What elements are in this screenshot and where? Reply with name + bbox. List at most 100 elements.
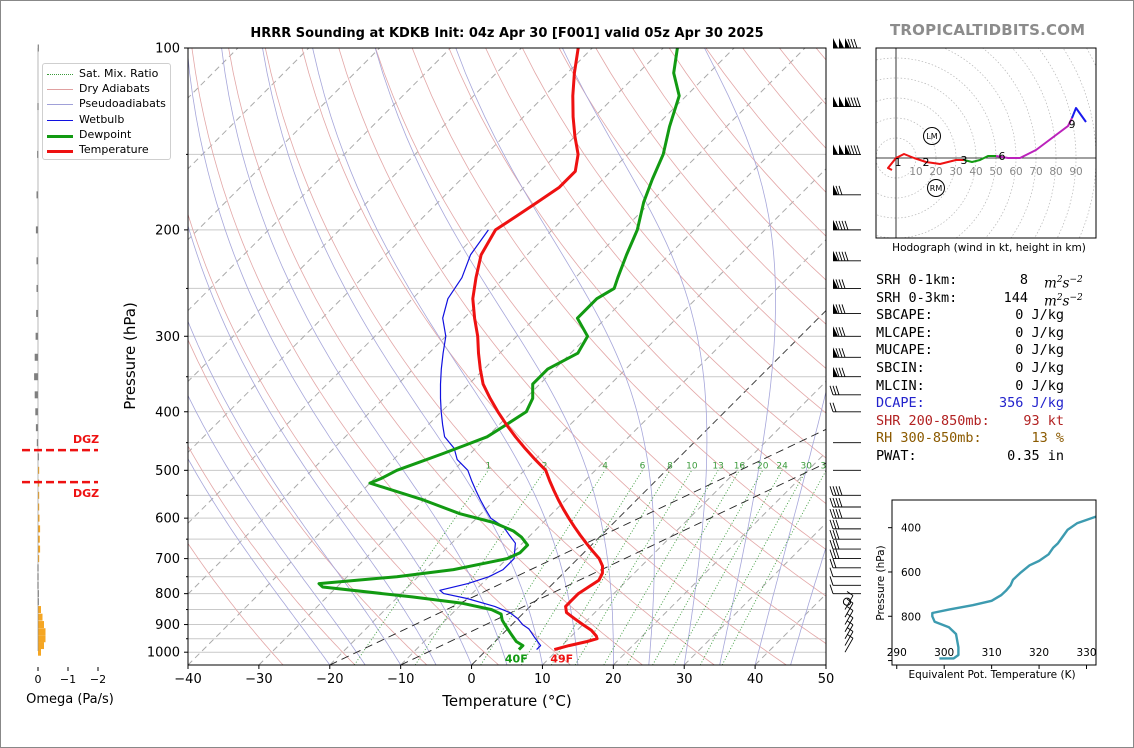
param-value: 0 J/kg [1015,342,1064,359]
omega-bar [36,191,38,199]
param-value: 356 J/kg [998,395,1064,412]
barb-tick [856,145,861,155]
barb-tick [835,185,840,195]
theta-e-axis-title: Equivalent Pot. Temperature (K) [908,669,1075,681]
barb-tick [838,497,843,508]
barb-flag [833,326,838,337]
barb-tick [829,558,834,568]
storm-motion-marker [923,127,941,145]
legend-swatch [47,104,73,106]
theta-e-y-tick-label: 400 [901,523,921,535]
wind-barb [844,627,854,646]
param-value: 8 [1019,272,1028,288]
hodograph-ring-label: 40 [969,166,982,178]
barb-tick [835,367,840,377]
param-value: 0 J/kg [1015,324,1064,341]
param-value: 0 J/kg [1015,307,1064,324]
omega-bar [38,555,40,563]
mixing-ratio-line [699,470,807,665]
barb-tick [847,38,852,49]
legend-label: Temperature [79,143,149,156]
barb-flag [833,303,838,314]
hodograph-ring-label: 90 [1069,166,1082,178]
theta-e-panel: 290 300 310 320 330 400 600 800 Equivalent Pot. … [875,499,1097,681]
barb-tick [846,620,854,626]
isotherm [612,451,826,665]
wind-barb [829,509,861,519]
skewt-plot-frame [187,47,827,666]
barb-flag [833,184,838,195]
omega-bar [36,257,38,265]
dry-adiabat [558,48,826,369]
mixing-ratio-label: 13 [712,461,723,471]
barb-tick [832,549,837,559]
param-row: DCAPE: 356 J/kg [876,395,1086,413]
barb-tick [829,576,834,586]
barb-staff [844,610,854,625]
barb-tick [853,145,858,155]
barb-tick [829,486,834,496]
param-unit: m2s−2 [1044,272,1083,293]
hodograph-ring-label: 80 [1049,166,1062,178]
barb-tick [832,402,837,412]
dry-adiabat [522,48,826,414]
x-tick-label: 0 [467,672,475,687]
y-tick-label: 700 [155,552,180,567]
barb-tick [846,627,854,632]
barb-tick [835,327,840,337]
barb-tick [835,251,840,261]
pseudoadiabat [754,390,826,665]
barb-staff [844,637,854,653]
barb-tick [844,251,849,261]
mixing-ratio-label: 16 [734,461,746,471]
skewt-axes: 40F 49F −40 −30 −20 −10 0 10 20 30 40 50 100 200 300 40… [121,42,834,711]
dgz-label: DGZ [73,487,99,500]
x-tick-label: 40 [747,672,764,687]
omega-bar [38,606,41,614]
dry-adiabat [191,48,571,665]
skewt-background-lines: 1 2 4 6 8 10 13 16 20 24 30 36 [0,48,826,665]
omega-bar [34,391,38,399]
wind-barb [829,576,861,586]
mixing-ratio-label: 4 [602,461,608,471]
barb-flag [839,38,844,48]
mixing-ratio-line [480,470,606,665]
wind-barb [829,567,861,578]
barb-tick [835,348,840,358]
wind-barb [833,326,861,337]
param-value: 0 J/kg [1015,377,1064,394]
hodograph-height-label: 3 [961,154,968,167]
barb-tick [832,486,837,496]
barb-tick [846,613,854,619]
barb-tick [846,633,854,639]
wind-barb [844,633,854,653]
omega-bar [38,491,40,499]
theta-e-y-axis-title: Pressure (hPa) [875,545,887,620]
barb-tick [838,185,843,195]
isotherm [0,48,25,665]
param-unit-exponent: 2 [1056,275,1063,285]
wind-barb [833,184,861,196]
wind-barb [829,539,861,550]
dgz-label: DGZ [73,433,99,446]
barb-tick [847,97,852,107]
param-value: 0 J/kg [1015,359,1064,376]
barb-tick [835,279,840,289]
barb-tick [832,558,837,568]
theta-e-y-tick-label: 800 [901,611,921,623]
isotherm [400,238,826,665]
omega-bar [35,226,38,234]
barb-tick [829,549,834,559]
hodograph-ring-label: 70 [1029,166,1042,178]
pseudoadiabat [221,48,508,665]
hodograph-trace [887,153,915,171]
surface-temperature-label: 49F [550,653,573,666]
pseudoadiabat [312,48,579,665]
pseudoadiabat [374,48,614,665]
barb-tick [856,97,861,107]
legend-label: Dewpoint [79,127,132,141]
barb-tick [835,519,840,530]
param-row: MLCIN: 0 J/kg [876,378,1086,396]
y-tick-label: 100 [155,42,180,57]
barb-tick [838,486,843,496]
